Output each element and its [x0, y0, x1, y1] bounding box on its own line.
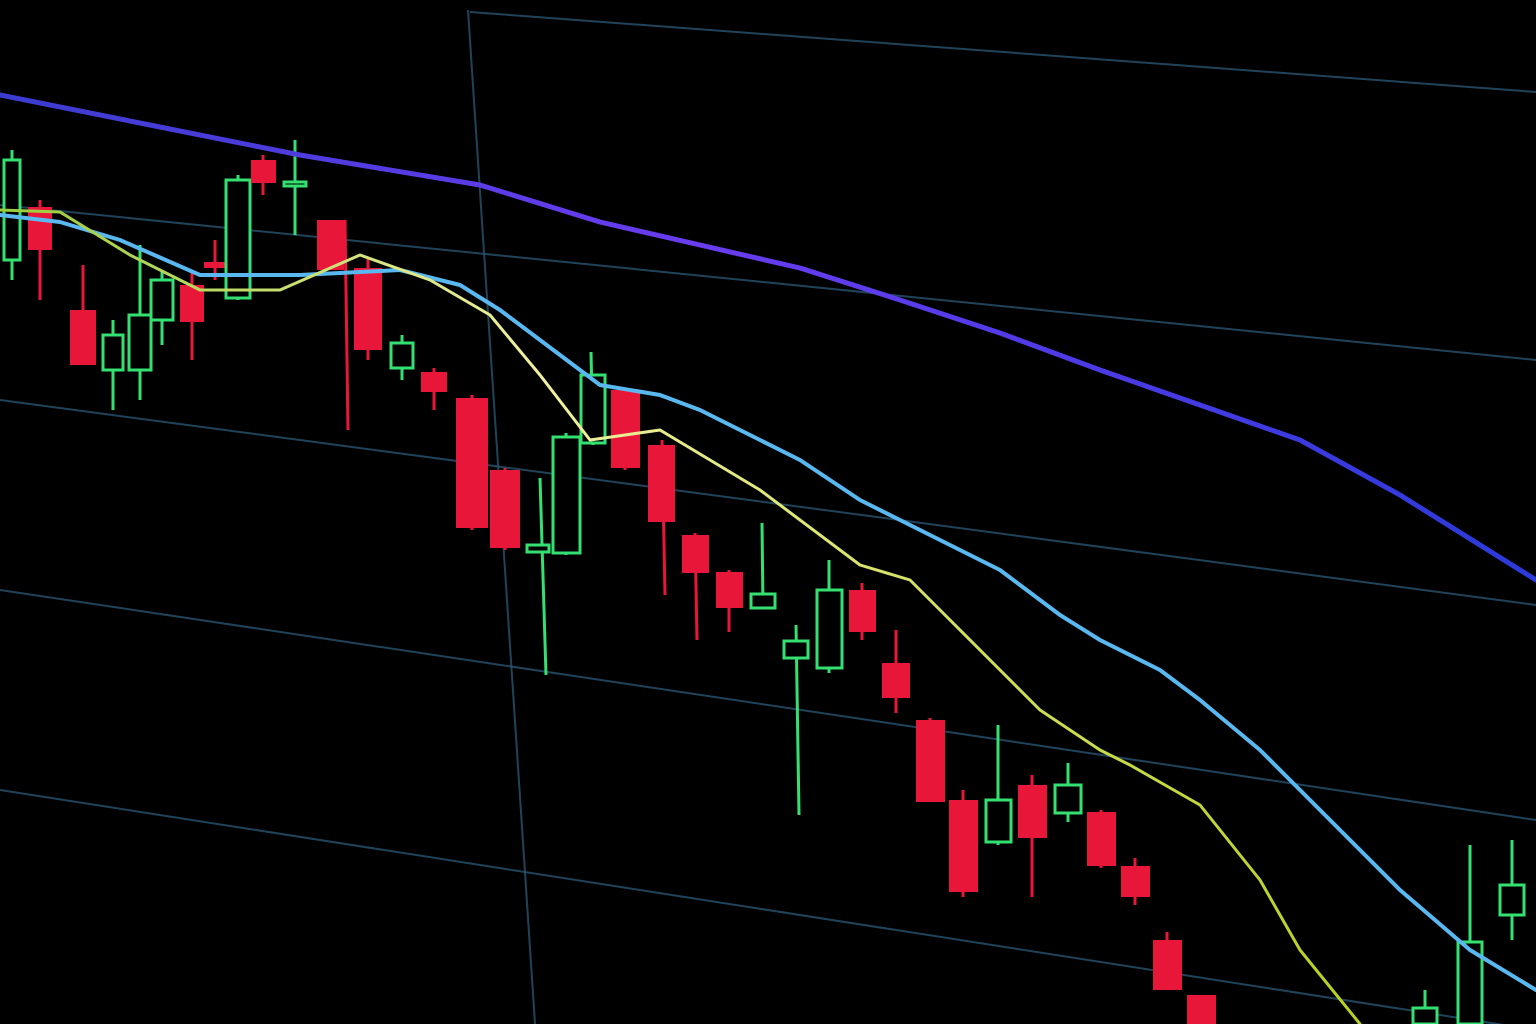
candle [1153, 940, 1182, 990]
candle [70, 310, 96, 365]
candle [354, 268, 382, 350]
candle [1498, 883, 1526, 917]
candle [224, 178, 252, 300]
candle [1053, 783, 1083, 815]
candle [490, 470, 520, 548]
candle [251, 160, 276, 183]
candle [389, 341, 415, 370]
candle [1187, 995, 1216, 1024]
moving-average-line [0, 92, 1536, 583]
candle [456, 398, 488, 528]
candle [28, 207, 52, 250]
grid-line [0, 204, 1536, 361]
candle [882, 663, 910, 698]
candle [849, 590, 876, 632]
candle [1411, 1006, 1439, 1024]
moving-average-line [0, 208, 1362, 1024]
candle [984, 798, 1013, 844]
moving-averages [0, 92, 1536, 1024]
candle [101, 333, 125, 372]
grid-line [0, 589, 1536, 821]
candle [1121, 866, 1150, 897]
moving-average-line [0, 213, 1536, 992]
wick [343, 219, 350, 431]
grid-line [469, 11, 1536, 93]
candle [551, 435, 582, 555]
candle [782, 639, 810, 660]
candle [149, 278, 175, 322]
candle [204, 262, 226, 268]
candle [611, 390, 640, 468]
candle [421, 372, 447, 392]
candle [127, 313, 153, 372]
candle [916, 720, 945, 802]
candle [815, 588, 844, 670]
candles [2, 140, 1526, 1024]
candle [716, 572, 743, 608]
candle [1087, 812, 1116, 866]
candle [525, 543, 551, 554]
candle [282, 180, 308, 188]
candle [648, 445, 675, 522]
grid-line [0, 399, 1536, 606]
wick [538, 477, 548, 676]
candle [1018, 785, 1047, 838]
candle [949, 800, 978, 892]
candle [682, 535, 709, 573]
candle [317, 220, 344, 270]
grid-line [0, 789, 1505, 1024]
candle [749, 592, 777, 610]
